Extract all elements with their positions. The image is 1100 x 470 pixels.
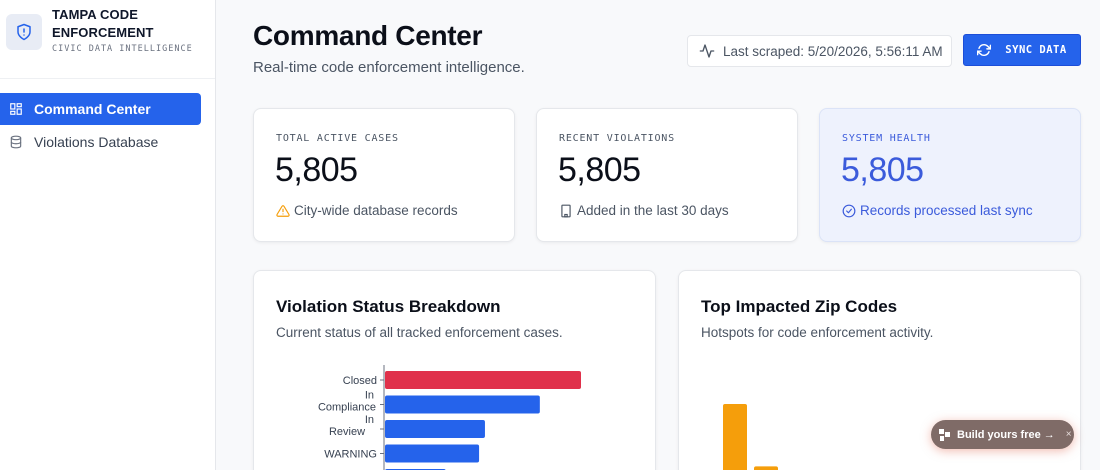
zip-codes-chart bbox=[723, 404, 778, 470]
brand: TAMPA CODE ENFORCEMENT CIVIC DATA INTELL… bbox=[0, 0, 215, 79]
stat-card-system-health: SYSTEM HEALTH 5,805 Records processed la… bbox=[819, 108, 1081, 242]
stat-footnote-text: Added in the last 30 days bbox=[577, 203, 729, 218]
bar bbox=[385, 395, 540, 414]
page-subtitle: Real-time code enforcement intelligence. bbox=[253, 59, 525, 76]
main-content: Command Center Real-time code enforcemen… bbox=[216, 0, 1100, 470]
sidebar-item-label: Violations Database bbox=[34, 134, 159, 150]
category-tick-label: In Compliance bbox=[318, 390, 376, 414]
stat-label: TOTAL ACTIVE CASES bbox=[276, 133, 399, 144]
bar bbox=[754, 466, 778, 470]
bar bbox=[385, 371, 581, 389]
panel-title: Violation Status Breakdown bbox=[276, 297, 501, 316]
category-tick-label: In Review bbox=[329, 414, 374, 438]
panel-subtitle: Current status of all tracked enforcemen… bbox=[276, 325, 563, 340]
sync-data-button[interactable]: SYNC DATA bbox=[963, 34, 1081, 66]
sync-data-label: SYNC DATA bbox=[1005, 44, 1067, 56]
shield-icon bbox=[6, 14, 42, 50]
panel-subtitle: Hotspots for code enforcement activity. bbox=[701, 325, 934, 340]
activity-icon bbox=[699, 44, 715, 58]
panel-title: Top Impacted Zip Codes bbox=[701, 297, 898, 316]
category-tick-label: Closed bbox=[343, 375, 377, 387]
bar bbox=[385, 444, 480, 463]
stat-footnote: Records processed last sync bbox=[842, 203, 1033, 218]
stat-footnote: Added in the last 30 days bbox=[559, 203, 729, 218]
sidebar: TAMPA CODE ENFORCEMENT CIVIC DATA INTELL… bbox=[0, 0, 216, 470]
database-icon bbox=[10, 135, 22, 149]
sidebar-nav: Command Center Violations Database bbox=[0, 79, 215, 158]
sidebar-item-label: Command Center bbox=[34, 101, 151, 117]
bar bbox=[385, 420, 485, 438]
stat-footnote: City-wide database records bbox=[276, 203, 458, 218]
warning-triangle-icon bbox=[276, 204, 290, 217]
last-scraped-text: Last scraped: 5/20/2026, 5:56:11 AM bbox=[723, 43, 943, 59]
bar bbox=[723, 404, 747, 470]
logo-icon bbox=[939, 428, 950, 441]
stat-card-total-active-cases: TOTAL ACTIVE CASES 5,805 City-wide datab… bbox=[253, 108, 515, 242]
page-title: Command Center bbox=[253, 20, 483, 51]
stat-card-recent-violations: RECENT VIOLATIONS 5,805 Added in the las… bbox=[536, 108, 798, 242]
brand-title-line2: ENFORCEMENT bbox=[52, 25, 154, 40]
stat-value: 5,805 bbox=[275, 151, 358, 189]
stat-value: 5,805 bbox=[841, 151, 924, 189]
dashboard-grid-icon bbox=[10, 103, 22, 115]
sidebar-item-command-center[interactable]: Command Center bbox=[0, 93, 201, 125]
close-icon[interactable]: × bbox=[1065, 429, 1072, 440]
stat-footnote-text: City-wide database records bbox=[294, 203, 458, 218]
check-circle-icon bbox=[842, 204, 856, 217]
category-tick-label: WARNING bbox=[324, 449, 377, 461]
build-yours-free-badge[interactable]: Build yours free → × bbox=[931, 420, 1074, 449]
badge-label: Build yours free → bbox=[957, 428, 1055, 441]
building-icon bbox=[561, 204, 571, 217]
brand-title-line1: TAMPA CODE bbox=[52, 7, 138, 22]
refresh-icon bbox=[977, 44, 992, 56]
violation-status-panel: Violation Status Breakdown Current statu… bbox=[253, 270, 656, 470]
last-scraped-indicator: Last scraped: 5/20/2026, 5:56:11 AM bbox=[687, 35, 952, 67]
stat-value: 5,805 bbox=[558, 151, 641, 189]
stat-label: RECENT VIOLATIONS bbox=[559, 133, 675, 144]
stat-footnote-text: Records processed last sync bbox=[860, 203, 1033, 218]
brand-subtitle: CIVIC DATA INTELLIGENCE bbox=[52, 44, 193, 54]
stat-label: SYSTEM HEALTH bbox=[842, 133, 931, 144]
sidebar-item-violations-database[interactable]: Violations Database bbox=[0, 126, 200, 158]
